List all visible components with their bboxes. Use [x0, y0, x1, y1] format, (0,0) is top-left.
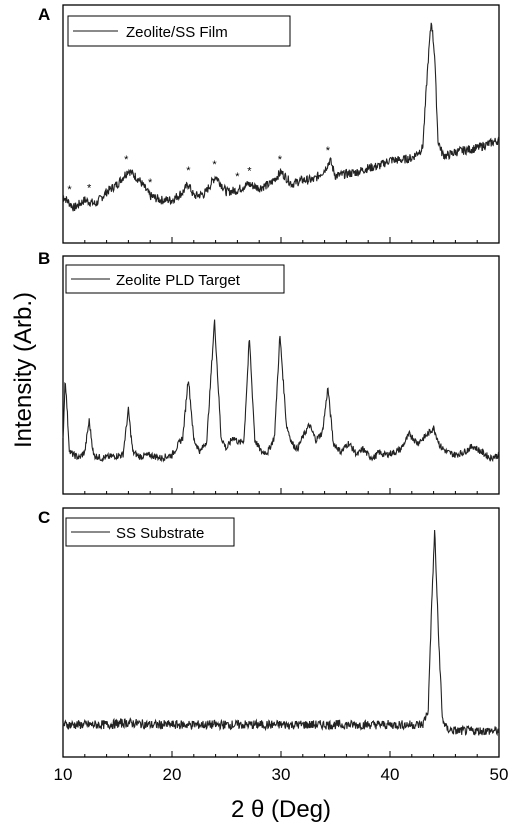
panel-a-legend: Zeolite/SS Film — [67, 15, 291, 47]
panel-b-legend-label: Zeolite PLD Target — [116, 272, 241, 289]
panel-c-letter: C — [38, 508, 50, 527]
x-axis-label: 2 θ (Deg) — [231, 796, 331, 823]
panel-a-annotation-star: * — [67, 184, 72, 196]
panel-c-legend: SS Substrate — [65, 517, 235, 547]
panel-b-letter: B — [38, 249, 50, 268]
panel-a-annotation-star: * — [235, 171, 240, 183]
panel-a-annotation-star: * — [124, 154, 129, 166]
panel-a-legend-label: Zeolite/SS Film — [126, 24, 228, 41]
panel-c-series-line — [62, 529, 500, 737]
x-tick-label: 10 — [54, 765, 73, 784]
panel-a-annotation-star: * — [326, 145, 331, 157]
x-tick-label: 50 — [490, 765, 509, 784]
panel-a-series-line — [62, 22, 500, 212]
panel-a-annotation-star: * — [278, 154, 283, 166]
panel-a-annotation-star: * — [87, 183, 92, 195]
x-tick-label: 30 — [272, 765, 291, 784]
panel-b: B Zeolite PLD Target — [38, 249, 500, 495]
x-tick-label: 40 — [381, 765, 400, 784]
panel-a-annotation-star: * — [212, 159, 217, 171]
panel-a-annotation-star: * — [247, 165, 252, 177]
panel-c: C SS Substrate 10 20 30 40 50 — [38, 507, 509, 784]
panel-c-legend-label: SS Substrate — [116, 525, 204, 542]
panel-a: A Zeolite/SS Film * * * * * * * * * * — [38, 4, 500, 244]
panel-b-series-line — [62, 319, 500, 463]
panel-a-letter: A — [38, 5, 50, 24]
x-tick-label: 20 — [163, 765, 182, 784]
panel-a-annotation-star: * — [186, 165, 191, 177]
panel-b-legend: Zeolite PLD Target — [65, 264, 285, 294]
y-axis-label: Intensity (Arb.) — [10, 292, 37, 448]
panel-a-annotation-star: * — [148, 177, 153, 189]
